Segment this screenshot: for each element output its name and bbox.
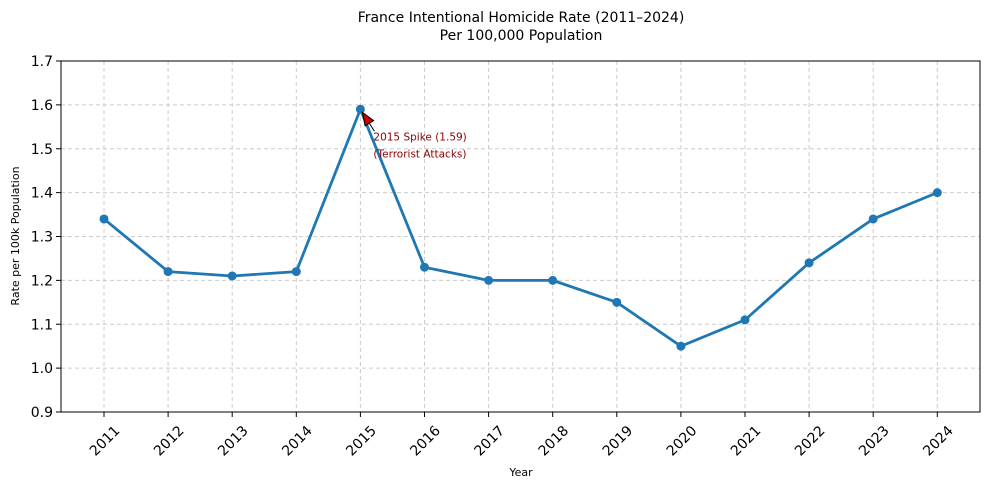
y-tick-label: 1.0 xyxy=(31,361,53,377)
data-point-2016 xyxy=(420,262,429,272)
data-point-2011 xyxy=(99,214,109,224)
x-tick-label: 2011 xyxy=(87,423,124,460)
data-point-2017 xyxy=(484,275,494,285)
data-point-2019 xyxy=(612,297,622,307)
y-tick-label: 1.4 xyxy=(31,186,53,202)
data-point-2015 xyxy=(355,104,365,114)
series-homicide-rate xyxy=(99,104,942,351)
chart-title: France Intentional Homicide Rate (2011–2… xyxy=(358,10,685,26)
data-point-2020 xyxy=(676,341,686,351)
x-tick-label: 2017 xyxy=(472,423,509,460)
y-axis-label: Rate per 100k Population xyxy=(9,166,22,305)
y-tick-label: 1.3 xyxy=(31,230,53,246)
data-point-2018 xyxy=(548,275,558,285)
annotation-arrow-shaft xyxy=(368,122,375,132)
y-tick-label: 1.7 xyxy=(31,54,53,70)
annotation-line-2: (Terrorist Attacks) xyxy=(373,148,466,160)
grid xyxy=(61,60,980,413)
data-point-2024 xyxy=(932,188,942,198)
x-tick-label: 2023 xyxy=(856,423,893,460)
series-line xyxy=(103,107,938,348)
data-point-2014 xyxy=(291,267,301,277)
x-tick-label: 2019 xyxy=(600,423,637,460)
y-tick-label: 1.5 xyxy=(31,142,53,158)
x-tick-label: 2012 xyxy=(151,423,188,460)
data-point-2022 xyxy=(804,258,814,268)
y-tick-label: 1.1 xyxy=(31,317,53,333)
data-point-2013 xyxy=(227,271,237,281)
annotation-arrow-head xyxy=(361,111,375,127)
x-tick-label: 2018 xyxy=(536,423,573,460)
x-axis-label: Year xyxy=(508,466,533,479)
data-point-2021 xyxy=(740,315,750,325)
x-tick-label: 2020 xyxy=(664,423,701,460)
annotation-line-1: 2015 Spike (1.59) xyxy=(373,131,466,143)
data-point-2012 xyxy=(163,267,173,277)
x-tick-label: 2013 xyxy=(215,423,252,460)
chart-subtitle: Per 100,000 Population xyxy=(440,28,603,44)
y-tick-label: 1.2 xyxy=(31,273,53,289)
data-point-2023 xyxy=(868,214,878,224)
y-tick-label: 0.9 xyxy=(31,405,53,421)
x-tick-label: 2014 xyxy=(279,423,316,460)
x-tick-label: 2021 xyxy=(728,423,765,460)
y-axis: 0.9 1.0 1.1 1.2 1.3 1.4 1.5 1.6 1.7 xyxy=(31,54,61,421)
x-tick-label: 2022 xyxy=(792,423,829,460)
x-axis: 2011 2012 2013 2014 2015 2016 2017 2018 2019 2020… xyxy=(87,412,957,459)
plot-frame xyxy=(60,60,981,413)
x-tick-label: 2015 xyxy=(343,423,380,460)
y-tick-label: 1.6 xyxy=(31,98,53,114)
annotation: 2015 Spike (1.59) (Terrorist Attacks) xyxy=(361,111,467,160)
x-tick-label: 2024 xyxy=(920,423,957,460)
x-tick-label: 2016 xyxy=(407,423,444,460)
